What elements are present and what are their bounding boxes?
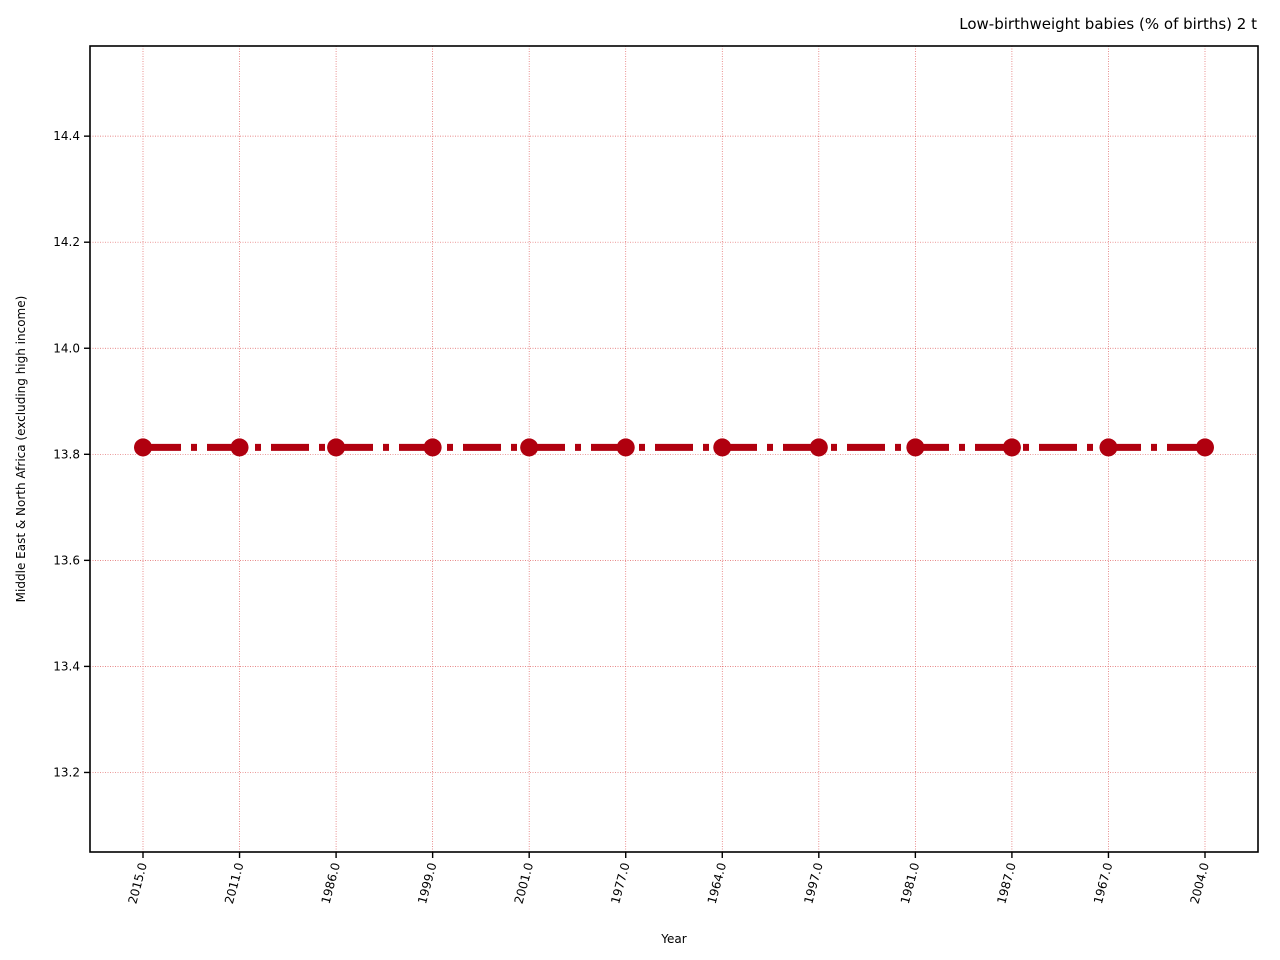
data-point xyxy=(906,438,925,457)
data-point xyxy=(1002,438,1021,457)
x-tick-label: 1967.0 xyxy=(1091,861,1115,905)
chart-title: Low-birthweight babies (% of births) 2 t xyxy=(959,15,1257,33)
data-point xyxy=(520,438,539,457)
data-point xyxy=(713,438,732,457)
x-tick-label: 2004.0 xyxy=(1188,861,1212,905)
x-tick-label: 1997.0 xyxy=(801,861,825,905)
data-point xyxy=(1196,438,1214,457)
data-point xyxy=(616,438,635,457)
x-tick-label: 1999.0 xyxy=(415,861,439,905)
x-axis: 2015.0 2011.0 1986.0 1999.0 2001.0 1977.0 1964… xyxy=(126,852,1212,905)
x-tick-label: 1986.0 xyxy=(319,861,343,905)
y-tick-label: 13.8 xyxy=(53,447,80,461)
data-point xyxy=(1099,438,1118,457)
data-point xyxy=(423,438,442,457)
x-tick-label: 1977.0 xyxy=(608,861,632,905)
data-points xyxy=(134,438,1214,457)
y-tick-label: 13.4 xyxy=(53,659,80,673)
x-tick-label: 2001.0 xyxy=(512,861,536,905)
y-axis: 13.2 13.4 13.6 13.8 14.0 14.2 14.4 xyxy=(53,129,90,779)
y-tick-label: 13.6 xyxy=(53,553,80,567)
x-tick-label: 2015.0 xyxy=(126,861,150,905)
y-axis-title: Middle East & North Africa (excluding hi… xyxy=(14,296,28,603)
plot-area-frame xyxy=(89,45,1259,853)
y-tick-label: 14.0 xyxy=(53,341,80,355)
x-tick-label: 1964.0 xyxy=(705,861,729,905)
data-point xyxy=(230,438,249,457)
x-tick-label: 1987.0 xyxy=(994,861,1018,905)
data-point xyxy=(809,438,828,457)
data-point xyxy=(327,438,346,457)
y-tick-label: 14.2 xyxy=(53,235,80,249)
y-tick-label: 14.4 xyxy=(53,129,80,143)
x-tick-label: 2011.0 xyxy=(222,861,246,905)
x-tick-label: 1981.0 xyxy=(898,861,922,905)
y-tick-label: 13.2 xyxy=(53,765,80,779)
x-axis-title: Year xyxy=(660,932,686,946)
data-point xyxy=(134,438,152,457)
